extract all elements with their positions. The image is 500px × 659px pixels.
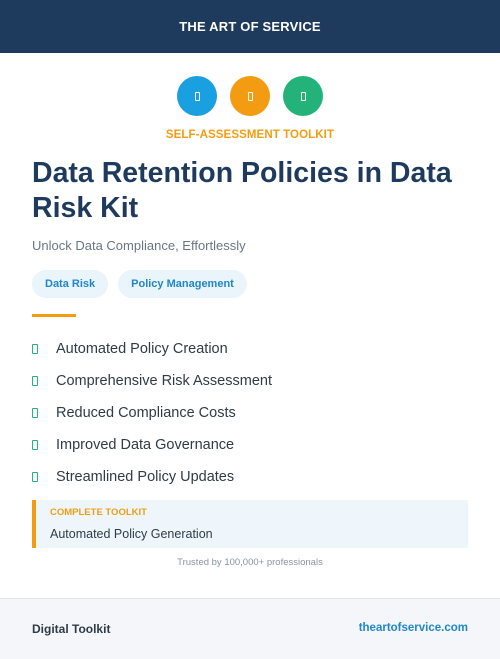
- feature-label: Comprehensive Risk Assessment: [56, 373, 272, 389]
- footer: Digital Toolkit theartofservice.com: [0, 598, 500, 659]
- brand-name: THE ART OF SERVICE: [179, 19, 321, 34]
- feature-item: Comprehensive Risk Assessment: [32, 365, 272, 397]
- feature-item: Automated Policy Creation: [32, 333, 272, 365]
- kicker-label: SELF-ASSESSMENT TOOLKIT: [165, 129, 335, 141]
- orange-square-icon: [230, 76, 270, 116]
- tag-data-risk[interactable]: Data Risk: [32, 270, 109, 298]
- green-square-icon: [283, 76, 323, 116]
- check-icon: [32, 376, 38, 386]
- accent-divider: [32, 314, 76, 317]
- feature-list: Automated Policy Creation Comprehensive …: [32, 333, 272, 493]
- callout-label: COMPLETE TOOLKIT: [50, 507, 147, 518]
- website-link[interactable]: theartofservice.com: [358, 622, 468, 634]
- icon-row: [0, 76, 500, 116]
- blue-square-icon: [177, 76, 217, 116]
- header-bar: THE ART OF SERVICE: [0, 0, 500, 53]
- feature-item: Streamlined Policy Updates: [32, 461, 272, 493]
- complete-toolkit-callout: COMPLETE TOOLKIT Automated Policy Genera…: [32, 500, 468, 548]
- feature-item: Reduced Compliance Costs: [32, 397, 272, 429]
- footer-label: Digital Toolkit: [32, 622, 111, 636]
- check-icon: [32, 408, 38, 418]
- feature-label: Reduced Compliance Costs: [56, 405, 236, 421]
- feature-item: Improved Data Governance: [32, 429, 272, 461]
- feature-label: Automated Policy Creation: [56, 341, 228, 357]
- tag-list: Data Risk Policy Management: [32, 270, 247, 298]
- feature-label: Improved Data Governance: [56, 437, 235, 453]
- feature-label: Streamlined Policy Updates: [56, 469, 235, 485]
- trusted-note: Trusted by 100,000+ professionals: [177, 557, 323, 568]
- check-icon: [32, 344, 38, 354]
- tag-policy-management[interactable]: Policy Management: [118, 270, 247, 298]
- page-title: Data Retention Policies in Data Risk Kit: [32, 157, 452, 224]
- callout-value: Automated Policy Generation: [50, 527, 213, 541]
- check-icon: [32, 472, 38, 482]
- check-icon: [32, 440, 38, 450]
- page-subtitle: Unlock Data Compliance, Effortlessly: [32, 238, 246, 253]
